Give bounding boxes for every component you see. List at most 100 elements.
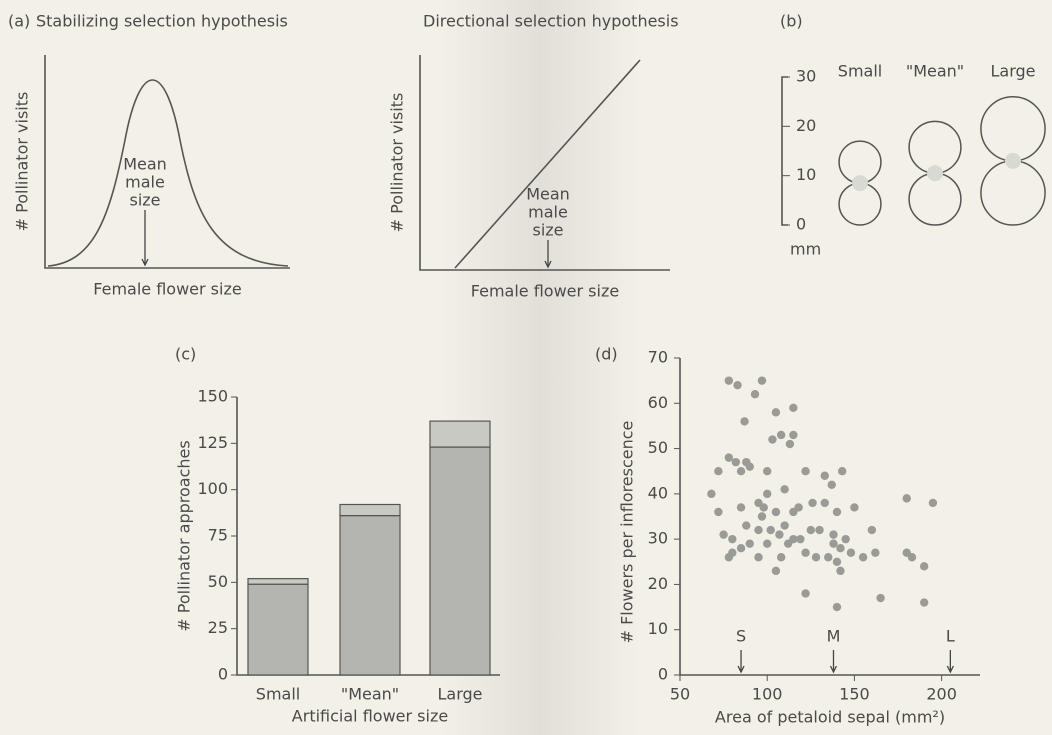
y-axis-label: # Pollinator visits (13, 92, 32, 232)
x-tick-label: "Mean" (341, 685, 399, 704)
scatter-point (771, 408, 781, 417)
flower-center (1005, 152, 1021, 169)
scatter-point (776, 553, 786, 562)
annotation: male (125, 173, 165, 192)
scatter-point (757, 512, 767, 521)
scatter-point (789, 430, 798, 440)
scatter-point (815, 525, 824, 535)
scatter-point (919, 562, 929, 571)
scatter-point (827, 480, 836, 489)
scatter-point (841, 534, 850, 544)
panel-label: (a) (8, 12, 30, 31)
y-tick-label: 20 (648, 574, 668, 593)
annotation: Mean (526, 185, 570, 204)
arrow-head (829, 665, 838, 674)
scatter-point (907, 553, 917, 562)
scatter-point (789, 403, 798, 413)
scatter-point (928, 498, 938, 508)
scatter-point (776, 430, 786, 440)
scatter-point (771, 566, 781, 576)
panel-label: (b) (780, 12, 803, 31)
bar-segment (339, 515, 401, 676)
y-tick-label: 100 (197, 479, 228, 498)
scatter-point (801, 589, 810, 598)
scatter-point (719, 530, 728, 539)
annotation: size (129, 191, 160, 210)
scatter-point (824, 553, 833, 562)
scatter-point (783, 539, 793, 548)
flower-label: "Mean" (906, 62, 964, 81)
x-axis-label: Area of petaloid sepal (mm²) (715, 708, 945, 727)
scatter-point (808, 498, 817, 508)
scatter-point (871, 548, 880, 557)
bar-segment (247, 578, 309, 585)
bar-segment (429, 446, 491, 676)
scatter-point (846, 548, 856, 557)
scatter-point (775, 530, 784, 539)
y-tick-label: 25 (208, 618, 228, 637)
scatter-point (757, 376, 767, 385)
scatter-point (780, 521, 789, 530)
flower-petal (980, 95, 1046, 162)
axes (44, 55, 290, 269)
scatter-point (785, 439, 795, 449)
size-marker-label: S (736, 627, 746, 646)
flower-center (927, 165, 943, 182)
scatter-point (820, 471, 829, 480)
scatter-point (731, 457, 741, 467)
y-tick-label: 0 (658, 665, 668, 684)
arrow-head (141, 258, 149, 267)
scatter-point (728, 548, 737, 557)
scatter-point (763, 467, 772, 476)
x-axis-label: Artificial flower size (292, 707, 448, 726)
scatter-point (754, 553, 763, 562)
bar-segment (339, 503, 401, 517)
scatter-point (876, 593, 885, 603)
scatter-point (750, 390, 760, 399)
x-axis-label: Female flower size (471, 282, 619, 301)
arrow-head (946, 665, 954, 674)
scatter-point (838, 467, 847, 476)
scatter-point (759, 503, 768, 512)
scatter-point (742, 521, 751, 530)
scatter-point (754, 525, 763, 535)
scatter-point (867, 525, 877, 535)
scatter-point (836, 544, 845, 553)
x-tick-label: 100 (752, 685, 783, 704)
size-marker-label: L (946, 627, 955, 646)
scatter-point (763, 539, 772, 548)
y-tick-label: 75 (208, 526, 228, 545)
schematic-title: Stabilizing selection hypothesis (36, 12, 288, 31)
scatter-point (745, 462, 754, 471)
scatter-point (763, 489, 772, 499)
scatter-point (736, 503, 746, 512)
y-axis-label: # Pollinator visits (388, 93, 407, 233)
y-tick-label: 125 (197, 433, 228, 452)
x-tick-label: Small (256, 685, 300, 704)
scatter-point (858, 553, 868, 562)
scatter-point (820, 498, 829, 508)
arrow-head (544, 260, 552, 269)
scatter-point (829, 539, 838, 548)
schematic-title: Directional selection hypothesis (423, 12, 679, 31)
scale-bracket (781, 76, 788, 226)
y-tick-label: 30 (648, 529, 668, 548)
annotation: Mean (123, 155, 167, 174)
scatter-point (766, 525, 775, 535)
y-tick-label: 150 (197, 387, 228, 406)
scatter-point (902, 494, 911, 503)
scatter-point (829, 530, 838, 539)
scatter-point (780, 485, 789, 494)
bar-segment (429, 420, 491, 448)
scatter-point (745, 539, 754, 548)
arrow-head (737, 665, 745, 674)
flower-petal (980, 160, 1046, 226)
y-tick-label: 40 (648, 483, 668, 502)
x-tick-label: Large (437, 685, 482, 704)
scatter-point (919, 598, 929, 607)
y-tick-label: 50 (648, 438, 668, 457)
y-tick-label: 10 (648, 619, 668, 638)
scatter-point (707, 489, 716, 499)
axes (419, 55, 670, 271)
